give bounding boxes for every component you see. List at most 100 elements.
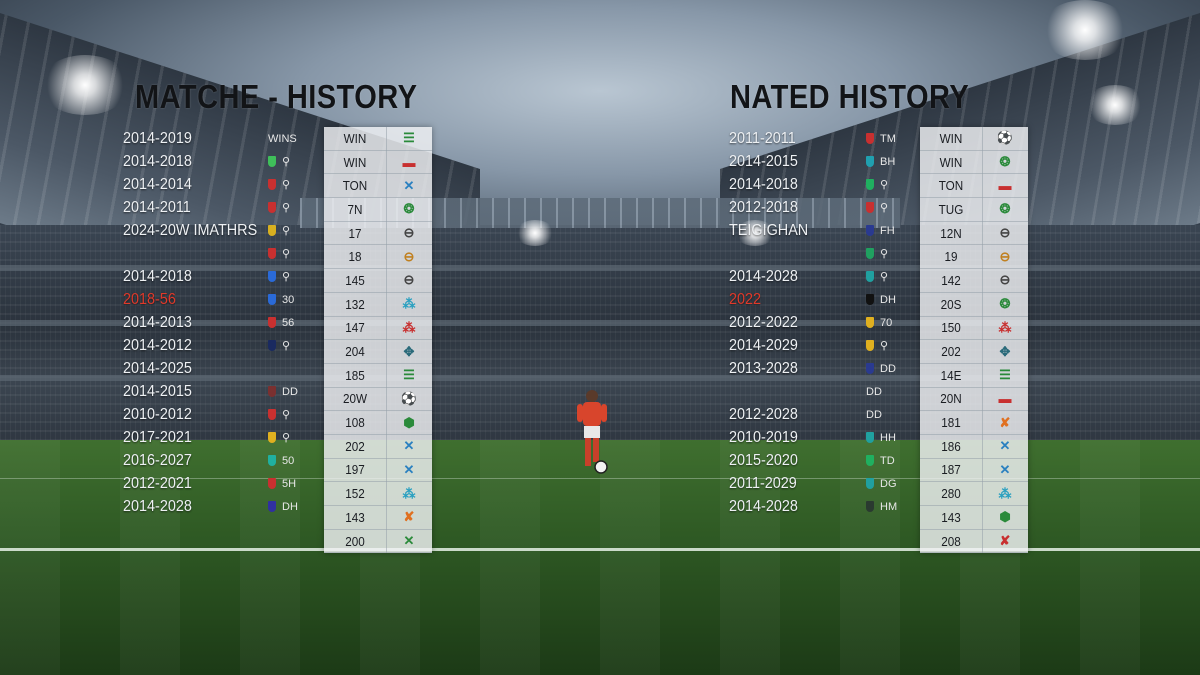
result-value: WIN [939,154,963,170]
year-label: 2014-2025 [123,360,192,377]
year-label: 2014-2015 [729,153,798,170]
team-logo-icon: ✥ [403,343,415,359]
year-label: 2014-2029 [729,337,798,354]
team-crest-icon [866,340,874,351]
team-logo-icon: ❂ [403,201,415,217]
team-badge-row: BH [866,150,897,173]
pitch-line [0,478,1200,479]
team-badge-label: DD [866,385,882,398]
result-row: TUG ❂ [920,198,1028,222]
year-label: 2014-2028 [729,268,798,285]
year-label [729,380,808,403]
team-crest-icon [268,455,276,466]
team-badge-row: ⚲ [866,173,897,196]
year-label: 2012-2022 [729,314,798,331]
team-badge-row: DD [866,403,897,426]
result-row: 152 ⁂ [324,482,432,506]
team-badge-label: ⚲ [282,179,291,191]
team-badge-row: ⚲ [866,242,897,265]
team-badge-label: TM [880,132,896,145]
team-badge-row: WINS [268,127,298,150]
result-row: TON ✕ [324,174,432,199]
result-value: 185 [345,367,365,383]
team-badge-label: 70 [880,316,893,329]
player-figure [577,390,608,474]
team-logo-icon: ✘ [999,533,1011,549]
result-value: 142 [941,272,961,288]
team-logo-icon: ▬ [402,154,416,170]
team-badge-label: DD [282,385,298,398]
team-logo-icon: ✕ [403,438,415,454]
result-row: WIN ⚽ [920,127,1028,151]
year-label: 2014-2013 [123,314,192,331]
team-logo-icon: ✘ [403,509,415,525]
floodlight [40,55,130,115]
result-row: 14E ☰ [920,364,1028,388]
team-badge-row: 50 [268,449,298,472]
result-row: 202 ✥ [920,340,1028,364]
year-label: 2017-2021 [123,429,192,446]
team-badge-label: ⚲ [880,179,889,191]
result-row: 200 ✕ [324,530,432,554]
team-badge-label: HM [880,500,898,513]
result-value: 152 [345,486,365,502]
team-crest-icon [866,225,874,236]
year-label: 2014-2015 [123,383,192,400]
team-badge-row: 70 [866,311,897,334]
result-value: TON [342,178,368,194]
team-logo-icon: ✥ [999,343,1011,359]
team-badge-label: TD [880,454,895,467]
result-value: 145 [345,272,365,288]
team-crest-icon [268,248,276,259]
team-badge-label: WINS [268,132,297,145]
team-logo-icon: ⊖ [999,272,1011,288]
team-badge-label: FH [880,224,895,237]
team-logo-icon: ☰ [999,367,1011,383]
team-badge-row: DD [268,380,298,403]
team-crest-icon [866,317,874,328]
team-badge-row: ⚲ [268,196,298,219]
team-crest-icon [866,294,874,305]
team-logo-icon: ⊖ [403,248,415,264]
team-logo-icon: ⬢ [403,414,415,430]
team-badge-row: HM [866,495,897,518]
result-value: 14E [940,367,962,383]
year-label: 2014-2014 [123,176,192,193]
result-row: 20W ⚽ [324,388,432,412]
team-crest-icon [268,179,276,190]
floodlight [1085,85,1145,125]
team-crest-icon [268,478,276,489]
team-logo-icon: ☰ [403,367,415,383]
team-crest-icon [866,156,874,167]
result-row: 202 ✕ [324,435,432,459]
result-value: TON [938,178,964,194]
team-badge-row: 5H [268,472,298,495]
result-row: 12N ⊖ [920,222,1028,246]
team-badge-label: ⚲ [880,271,889,283]
pitch-line [0,548,1200,551]
team-crest-icon [268,225,276,236]
team-logo-icon: ⊖ [403,272,415,288]
result-value: 108 [345,415,365,431]
team-crest-icon [268,317,276,328]
team-logo-icon: ✕ [403,461,415,477]
result-value: 20W [342,391,368,407]
team-crest-icon [866,133,874,144]
team-badge-row: ⚲ [268,426,298,449]
year-label: 2022 [729,291,762,308]
result-row: 181 ✘ [920,411,1028,435]
result-row: 147 ⁂ [324,317,432,341]
year-label: 2014-2018 [123,268,192,285]
team-crest-icon [866,202,874,213]
team-crest-icon [866,455,874,466]
team-crest-icon [268,202,276,213]
team-crest-icon [866,478,874,489]
result-value: 20S [940,296,962,312]
result-value: 20N [940,391,962,407]
team-badge-row: DD [866,380,897,403]
result-row: 145 ⊖ [324,269,432,293]
floodlight [515,220,555,246]
team-badge-row: DH [866,288,897,311]
team-logo-icon: ✘ [999,414,1011,430]
team-badge-row: ⚲ [268,219,298,242]
